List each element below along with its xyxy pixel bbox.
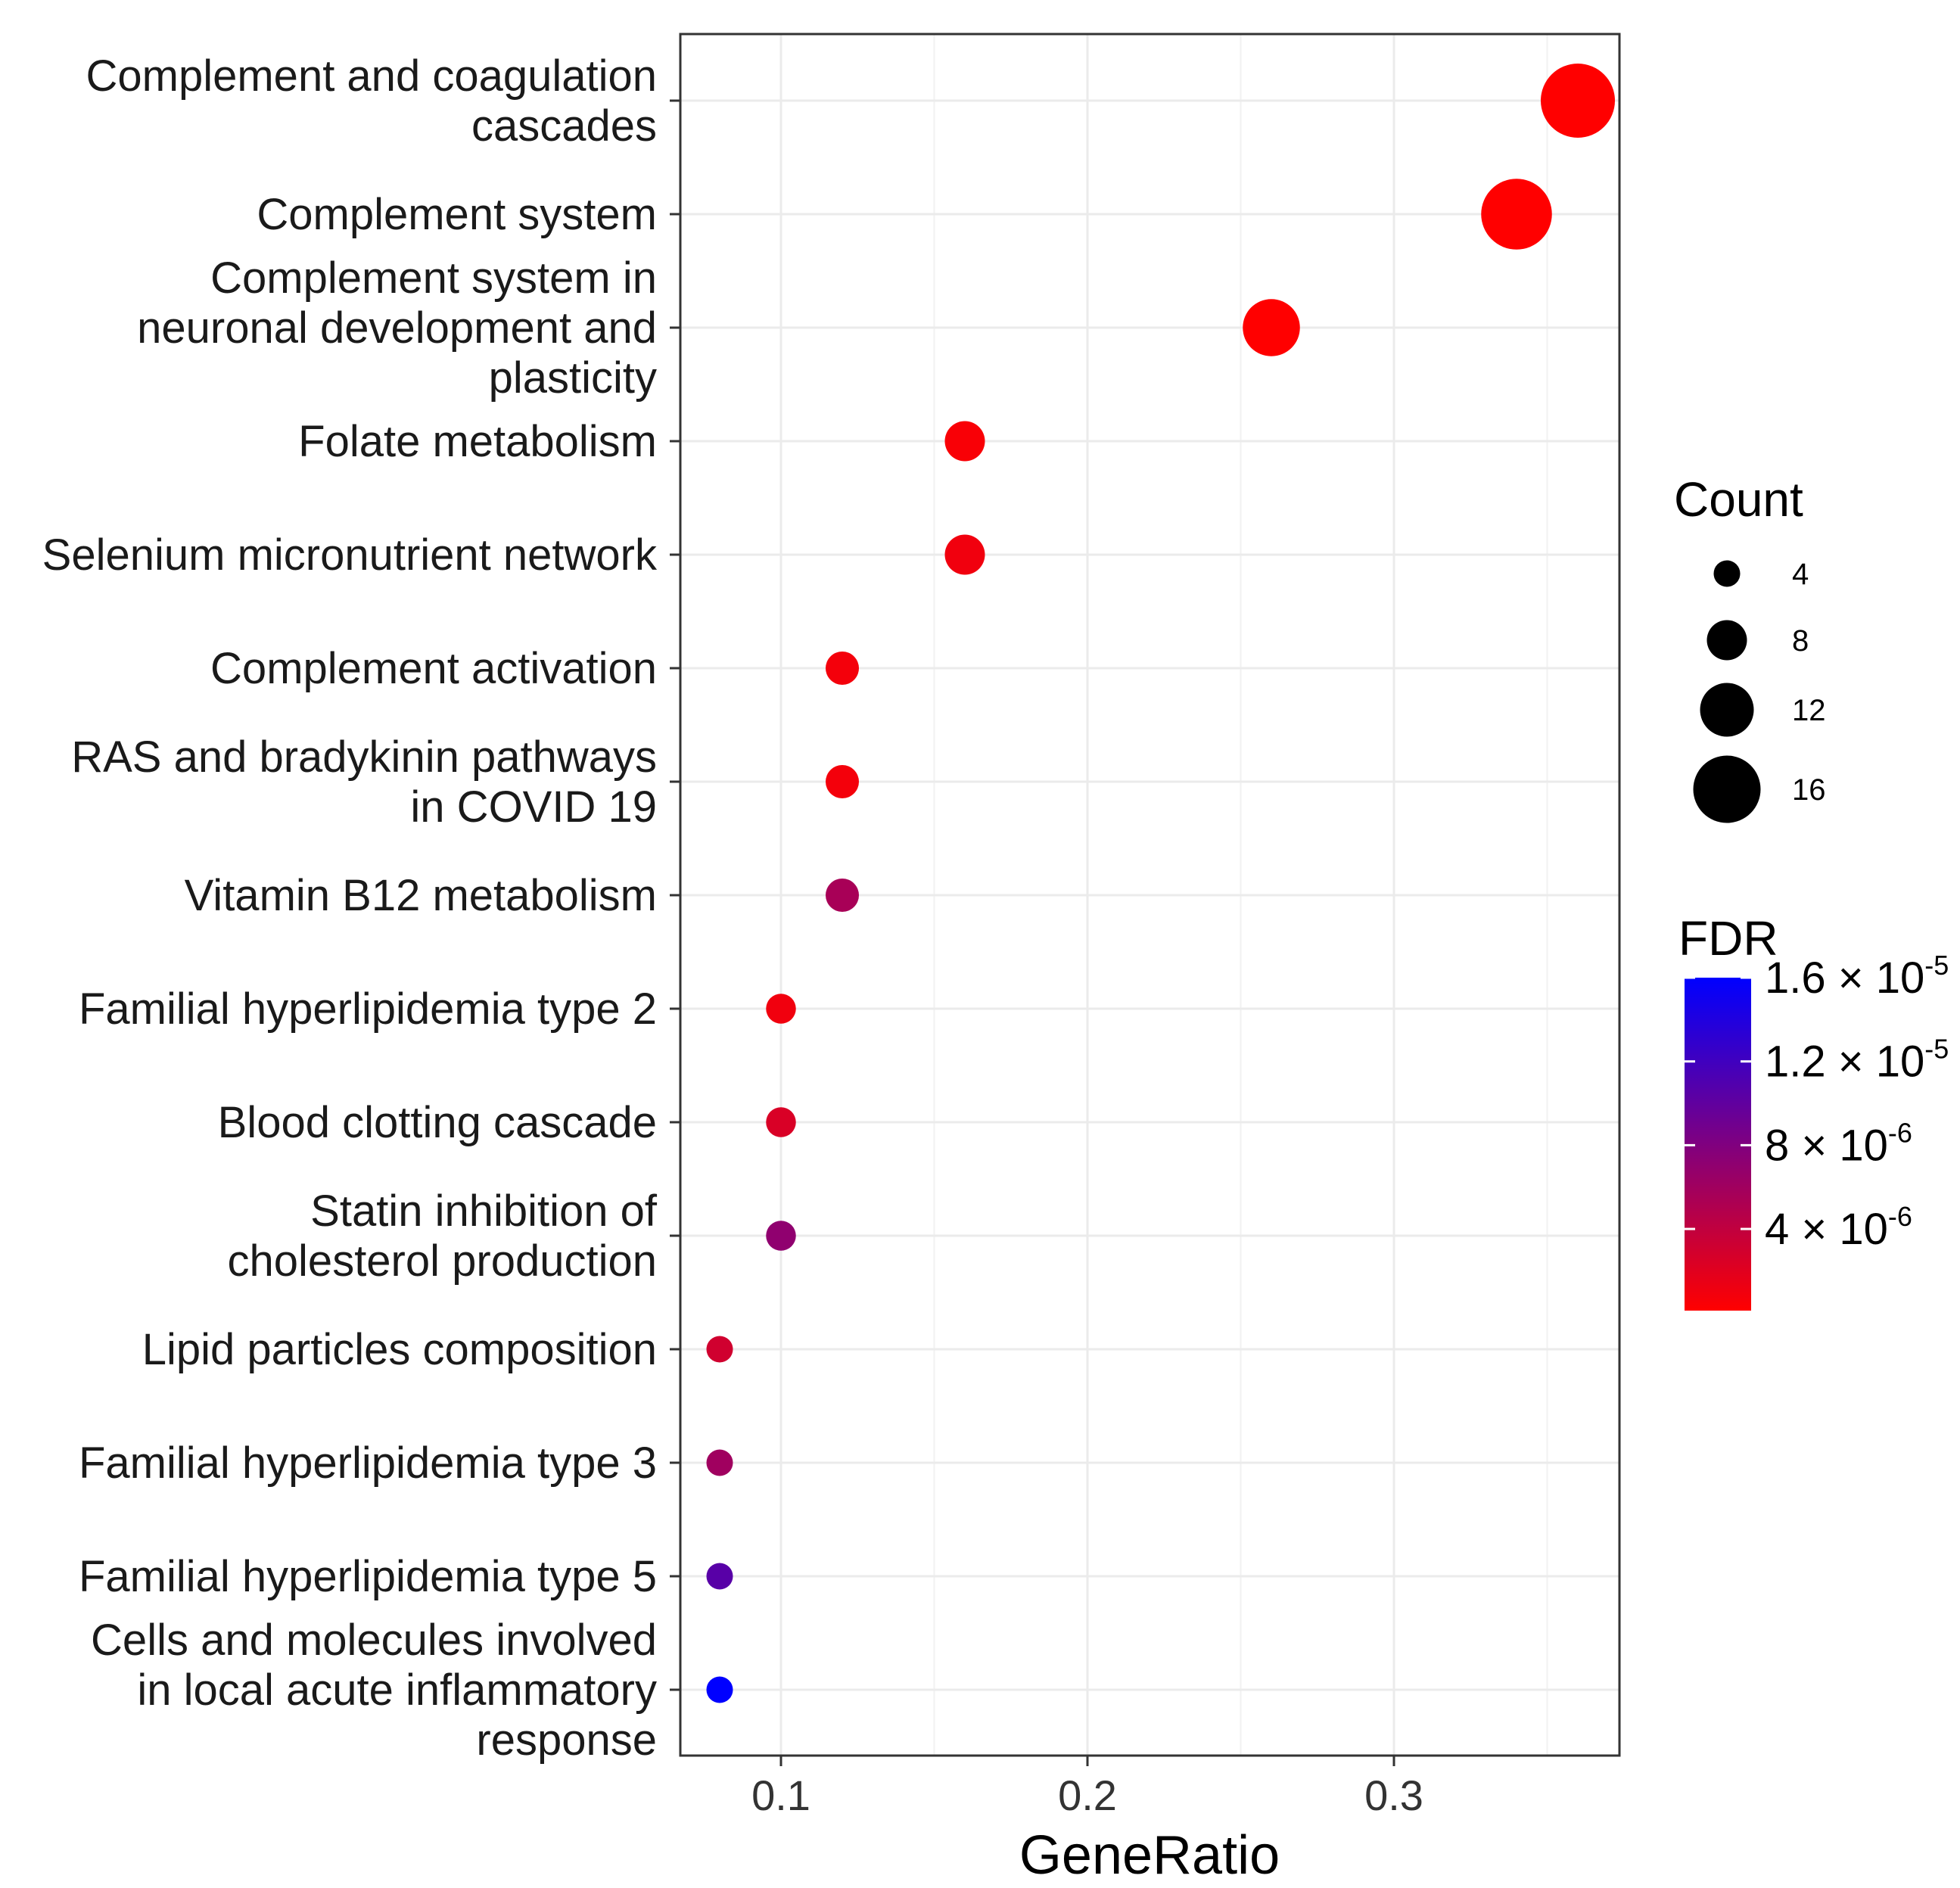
y-tick-label: Lipid particles composition <box>142 1325 657 1374</box>
data-point <box>766 1107 796 1137</box>
size-legend-label: 12 <box>1792 694 1826 727</box>
size-legend: Count 4 8 12 16 <box>1674 472 1826 823</box>
data-point <box>766 1221 796 1251</box>
y-tick-label: Blood clotting cascade <box>218 1098 657 1147</box>
x-axis: 0.1 0.2 0.3 <box>751 1756 1423 1819</box>
y-tick-label: Cells and molecules involved in local acu… <box>91 1616 657 1765</box>
y-tick-label: Complement and coagulation cascades <box>86 51 657 151</box>
colorbar-label: 8 × 10-6 <box>1765 1117 1912 1170</box>
data-point <box>944 534 985 575</box>
data-point <box>826 652 859 685</box>
data-point <box>1541 64 1615 138</box>
data-point <box>1243 299 1300 356</box>
data-point <box>826 879 859 912</box>
data-points <box>706 64 1615 1703</box>
x-axis-title: GeneRatio <box>1019 1825 1280 1886</box>
size-legend-key <box>1706 620 1747 661</box>
data-point <box>1481 179 1552 250</box>
data-point <box>706 1449 733 1476</box>
data-point <box>706 1336 733 1363</box>
size-legend-key <box>1693 755 1761 823</box>
y-tick-label: Complement system in neuronal development… <box>137 253 657 403</box>
x-tick-label: 0.1 <box>751 1771 810 1819</box>
colorbar-label: 1.6 × 10-5 <box>1765 950 1949 1003</box>
y-tick-label: Familial hyperlipidemia type 2 <box>79 984 657 1034</box>
y-tick-label: Complement system <box>257 190 657 239</box>
size-legend-label: 16 <box>1792 773 1826 807</box>
y-tick-label: Selenium micronutrient network <box>42 530 658 580</box>
grid-lines <box>680 34 1619 1756</box>
y-tick-label: Familial hyperlipidemia type 3 <box>79 1439 657 1488</box>
data-point <box>826 765 859 798</box>
size-legend-key <box>1700 683 1754 737</box>
colorbar <box>1685 978 1751 1311</box>
data-point <box>944 421 985 462</box>
color-legend: FDR 1.6 × 10-5 1.2 × 10-5 8 × 10-6 4 × 10-6 <box>1678 911 1949 1311</box>
y-tick-label: RAS and bradykinin pathways in COVID 19 <box>71 732 657 832</box>
size-legend-label: 4 <box>1792 558 1809 591</box>
data-point <box>766 994 796 1024</box>
y-tick-label: Complement activation <box>210 644 657 693</box>
y-tick-label: Familial hyperlipidemia type 5 <box>79 1552 657 1601</box>
y-axis: Complement and coagulation cascades Comple… <box>42 51 680 1765</box>
size-legend-key <box>1713 560 1741 587</box>
y-tick-label: Folate metabolism <box>298 417 657 466</box>
y-tick-label: Statin inhibition of cholesterol producti… <box>228 1187 658 1286</box>
colorbar-label: 4 × 10-6 <box>1765 1201 1912 1254</box>
colorbar-label: 1.2 × 10-5 <box>1765 1034 1949 1087</box>
x-tick-label: 0.3 <box>1364 1771 1423 1819</box>
color-legend-title: FDR <box>1678 911 1778 966</box>
panel-border <box>679 33 1621 1757</box>
y-tick-label: Vitamin B12 metabolism <box>185 871 657 920</box>
x-tick-label: 0.2 <box>1058 1771 1117 1819</box>
data-point <box>706 1676 733 1703</box>
size-legend-title: Count <box>1674 472 1803 527</box>
size-legend-label: 8 <box>1792 624 1809 658</box>
data-point <box>706 1563 733 1590</box>
